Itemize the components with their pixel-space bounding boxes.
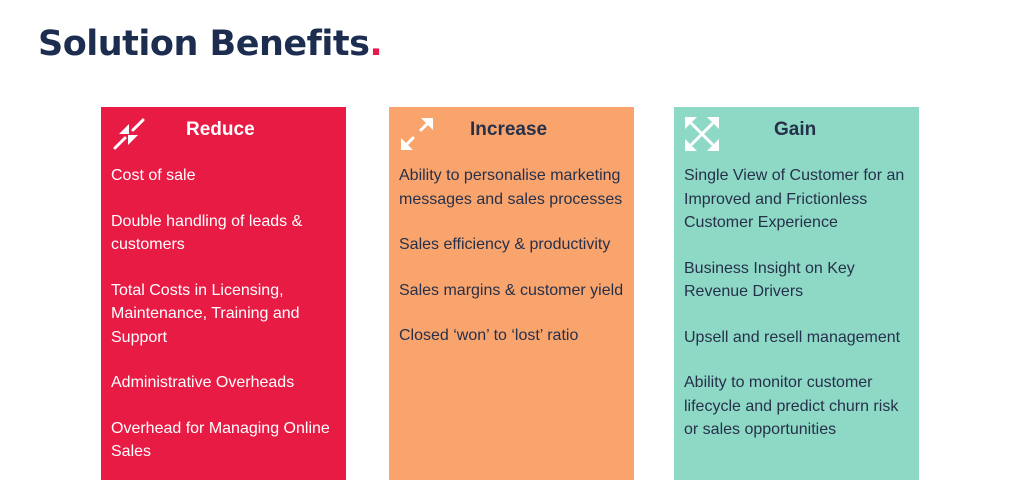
- list-item: Double handling of leads & customers: [111, 212, 303, 254]
- card-title-gain: Gain: [774, 119, 817, 140]
- list-item: Ability to personalise marketing message…: [399, 167, 623, 208]
- card-title-increase: Increase: [470, 119, 548, 140]
- card-increase: Increase Ability to personalise marketin…: [389, 107, 634, 480]
- page-title-text: Solution Benefits: [38, 24, 370, 64]
- list-item: Ability to monitor customer lifecycle an…: [684, 374, 899, 438]
- card-title-reduce: Reduce: [186, 119, 255, 140]
- increase-list: Ability to personalise marketing message…: [389, 159, 634, 348]
- reduce-list: Cost of sale Double handling of leads & …: [101, 159, 346, 464]
- list-item: Business Insight on Key Revenue Drivers: [684, 259, 855, 301]
- list-item: Cost of sale: [111, 167, 196, 184]
- title-dot: .: [369, 24, 383, 64]
- list-item: Upsell and resell management: [684, 328, 901, 346]
- card-reduce: Reduce Cost of sale Double handling of l…: [101, 107, 346, 480]
- list-item: Total Costs in Licensing, Maintenance, T…: [111, 281, 300, 346]
- list-item: Overhead for Managing Online Sales: [111, 419, 330, 461]
- list-item: Sales margins & customer yield: [399, 281, 624, 299]
- card-header: Reduce: [101, 107, 346, 159]
- list-item: Sales efficiency & productivity: [399, 236, 611, 253]
- list-item: Single View of Customer for an Improved …: [684, 167, 905, 231]
- page-title: Solution Benefits.: [38, 24, 383, 64]
- arrows-outward-icon: [399, 116, 435, 152]
- card-header: Gain: [674, 107, 919, 159]
- gain-list: Single View of Customer for an Improved …: [674, 159, 919, 442]
- list-item: Closed ‘won’ to ‘lost’ ratio: [399, 327, 579, 344]
- card-gain: Gain Single View of Customer for an Impr…: [674, 107, 919, 480]
- card-header: Increase: [389, 107, 634, 159]
- expand-arrows-icon: [684, 116, 720, 152]
- list-item: Administrative Overheads: [111, 374, 295, 391]
- arrows-inward-icon: [111, 116, 147, 152]
